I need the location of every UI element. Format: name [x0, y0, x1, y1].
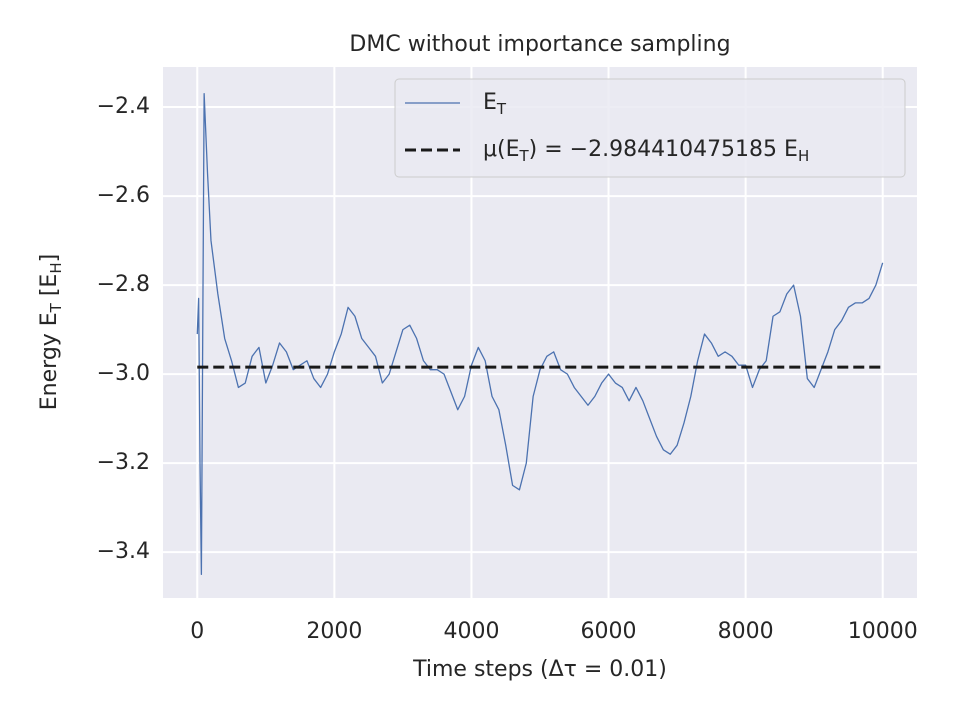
x-tick-label: 6000 [581, 619, 637, 644]
series-line [196, 93, 884, 576]
y-tick-label: −2.4 [97, 94, 150, 119]
y-tick-label: −2.8 [97, 272, 150, 297]
y-tick-label: −2.6 [97, 183, 150, 208]
y-tick-label: −3.4 [97, 539, 150, 564]
legend-label: ET​ [483, 90, 507, 118]
x-tick-label: 0 [190, 619, 204, 644]
x-tick-label: 2000 [306, 619, 362, 644]
x-tick-label: 4000 [443, 619, 499, 644]
legend-box [394, 78, 906, 178]
x-axis-label: Time steps (Δτ = 0.01) [412, 657, 667, 682]
y-axis-label: Energy ET​ [EH​] [37, 254, 65, 410]
y-tick-label: −3.0 [97, 361, 150, 386]
chart-title: DMC without importance sampling [349, 32, 730, 57]
x-tick-label: 8000 [718, 619, 774, 644]
x-tick-label: 10000 [848, 619, 918, 644]
legend-label: μ(ET​) = −2.984410475185 EH​ [483, 137, 809, 165]
y-tick-label: −3.2 [97, 450, 150, 475]
